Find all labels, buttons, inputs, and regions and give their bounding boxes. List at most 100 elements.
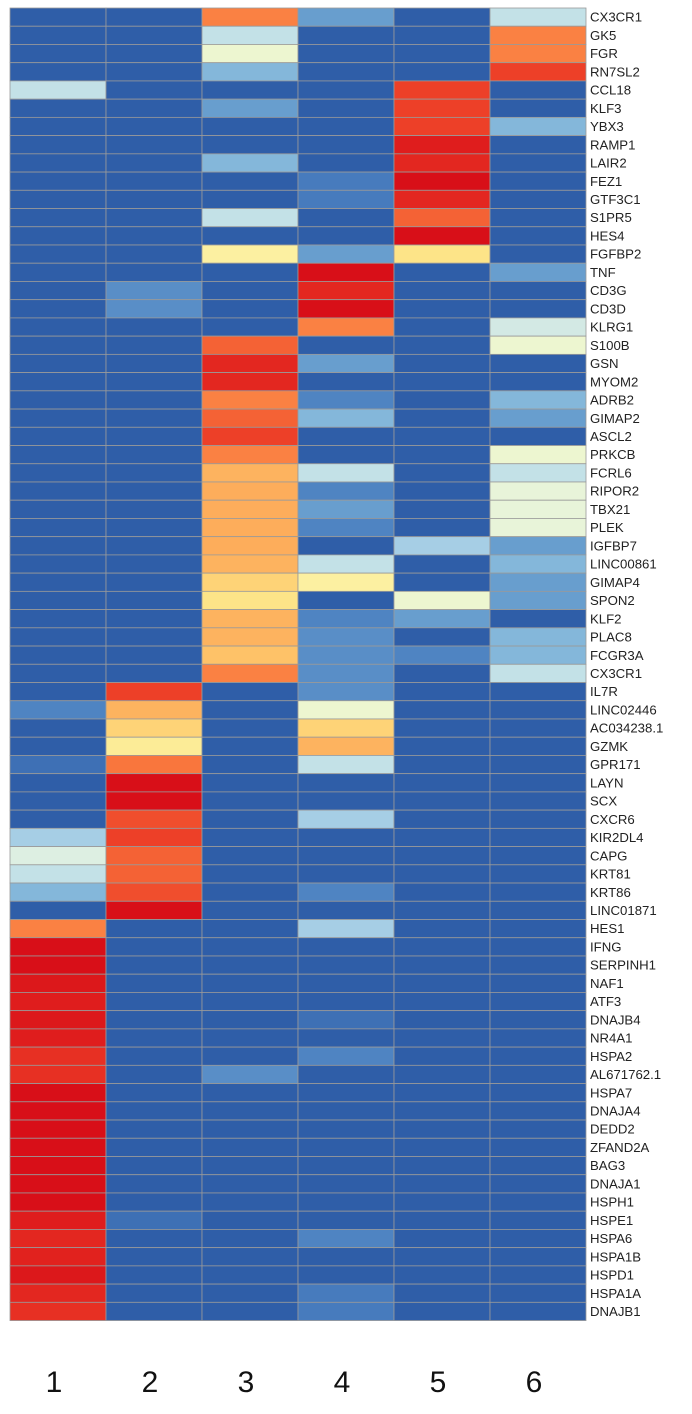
heatmap-cell-gsn-col-6 [489,353,587,373]
heatmap-cell-plac8-col-3 [201,627,299,647]
heatmap-cell-ripor2-col-4 [297,481,395,501]
heatmap-cell-dedd2-col-4 [297,1119,395,1139]
heatmap-cell-hes4-col-1 [9,226,107,246]
heatmap-cell-cd3g-col-2 [105,281,203,301]
heatmap-cell-ifng-col-3 [201,937,299,957]
heatmap-cell-cd3g-col-3 [201,281,299,301]
heatmap-cell-spon2-col-5 [393,590,491,610]
heatmap-cell-ccl18-col-4 [297,80,395,100]
heatmap-cell-ifng-col-1 [9,937,107,957]
heatmap-cell-ramp1-col-2 [105,135,203,155]
heatmap-cell-s100b-col-3 [201,335,299,355]
row-label: GK5 [590,28,616,43]
row-label: DNAJB4 [590,1012,641,1027]
heatmap-cell-dnaja4-col-2 [105,1101,203,1121]
heatmap-cell-klf3-col-2 [105,98,203,118]
heatmap-cell-cx3cr1-col-6 [489,663,587,683]
row-label: HSPA6 [590,1231,632,1246]
row-label: RIPOR2 [590,484,639,499]
row-label: FCGR3A [590,648,644,663]
heatmap-cell-fgfbp2-col-3 [201,244,299,264]
heatmap-cell-plek-col-3 [201,518,299,538]
heatmap-cell-hspa6-col-5 [393,1229,491,1249]
heatmap-cell-bag3-col-5 [393,1156,491,1176]
heatmap-cell-klf2-col-5 [393,609,491,629]
row-label: CXCR6 [590,812,635,827]
heatmap-cell-hspa1a-col-1 [9,1283,107,1303]
heatmap-cell-gpr171-col-3 [201,755,299,775]
heatmap-cell-ccl18-col-3 [201,80,299,100]
heatmap-cell-atf3-col-3 [201,992,299,1012]
row-label: IFNG [590,939,622,954]
heatmap-cell-naf1-col-5 [393,973,491,993]
heatmap-cell-dnajb1-col-5 [393,1301,491,1321]
row-label: KLF2 [590,611,622,626]
heatmap-cell-fez1-col-5 [393,171,491,191]
heatmap-cell-capg-col-1 [9,846,107,866]
heatmap-cell-lair2-col-1 [9,153,107,173]
heatmap-cell-krt86-col-1 [9,882,107,902]
heatmap-cell-tbx21-col-2 [105,499,203,519]
heatmap-cell-ybx3-col-2 [105,116,203,137]
row-label: ASCL2 [590,429,632,444]
heatmap-cell-rn7sl2-col-3 [201,62,299,82]
heatmap-cell-adrb2-col-3 [201,390,299,410]
heatmap-cell-dnaja1-col-4 [297,1174,395,1194]
heatmap-cell-hspe1-col-3 [201,1210,299,1230]
heatmap-cell-naf1-col-6 [489,973,587,993]
heatmap-cell-cd3d-col-5 [393,299,491,319]
heatmap-cell-fgr-col-4 [297,44,395,64]
heatmap-cell-hspa7-col-2 [105,1083,203,1103]
heatmap-cell-ripor2-col-5 [393,481,491,501]
column-labels: 1 2 3 4 5 6 [46,1366,543,1399]
heatmap-cell-klf3-col-3 [201,98,299,118]
column-label-2: 2 [142,1366,159,1399]
heatmap-cell-prkcb-col-5 [393,445,491,465]
heatmap-cell-hspe1-col-4 [297,1210,395,1230]
heatmap-cell-dnajb1-col-1 [9,1301,107,1321]
heatmap-cell-hspd1-col-5 [393,1265,491,1285]
heatmap-cell-dnajb1-col-3 [201,1301,299,1321]
heatmap-cell-s1pr5-col-2 [105,208,203,228]
heatmap-cell-dnaja1-col-2 [105,1174,203,1194]
heatmap-cell-nr4a1-col-5 [393,1028,491,1048]
heatmap-cell-ac034238.1-col-5 [393,718,491,738]
heatmap-cell-linc02446-col-6 [489,700,587,720]
heatmap-cell-dnaja4-col-3 [201,1101,299,1121]
heatmap-cell-ccl18-col-5 [393,80,491,100]
row-label: HSPD1 [590,1268,634,1283]
heatmap-cell-serpinh1-col-4 [297,955,395,975]
heatmap-cell-prkcb-col-6 [489,445,587,465]
heatmap-cell-dnajb4-col-6 [489,1010,587,1030]
heatmap-cell-tbx21-col-4 [297,499,395,519]
heatmap-cell-hspa6-col-6 [489,1229,587,1249]
heatmap-cell-kir2dl4-col-1 [9,827,107,847]
heatmap-cell-hspa6-col-4 [297,1229,395,1249]
heatmap-cell-ybx3-col-1 [9,116,107,137]
row-labels: CX3CR1 GK5 FGR RN7SL2 CCL18 KLF3 YBX3 RAMP1 LAIR… [590,10,663,1319]
row-label: GTF3C1 [590,192,641,207]
heatmap-cell-ac034238.1-col-4 [297,718,395,738]
heatmap-cell-ifng-col-6 [489,937,587,957]
heatmap-cell-hspa7-col-1 [9,1083,107,1103]
heatmap-cell-gk5-col-2 [105,25,203,45]
heatmap-cell-cxcr6-col-1 [9,809,107,829]
heatmap-cell-gimap2-col-4 [297,408,395,428]
heatmap-cell-nr4a1-col-1 [9,1028,107,1048]
heatmap-cell-linc00861-col-3 [201,554,299,574]
heatmap-cell-bag3-col-6 [489,1156,587,1176]
heatmap-cell-krt86-col-2 [105,882,203,902]
heatmap-cell-layn-col-2 [105,773,203,793]
row-label: HSPH1 [590,1195,634,1210]
heatmap-cell-rn7sl2-col-6 [489,62,587,82]
heatmap-cell-s100b-col-2 [105,335,203,355]
heatmap-cell-myom2-col-3 [201,372,299,392]
heatmap-cell-rn7sl2-col-4 [297,62,395,82]
heatmap-cell-linc01871-col-2 [105,900,203,920]
heatmap-cell-nr4a1-col-6 [489,1028,587,1048]
heatmap-cell-cd3d-col-3 [201,299,299,319]
row-label: ZFAND2A [590,1140,650,1155]
heatmap-cell-gk5-col-1 [9,25,107,45]
heatmap-cell-al671762.1-col-1 [9,1064,107,1084]
heatmap-cell-zfand2a-col-4 [297,1137,395,1157]
